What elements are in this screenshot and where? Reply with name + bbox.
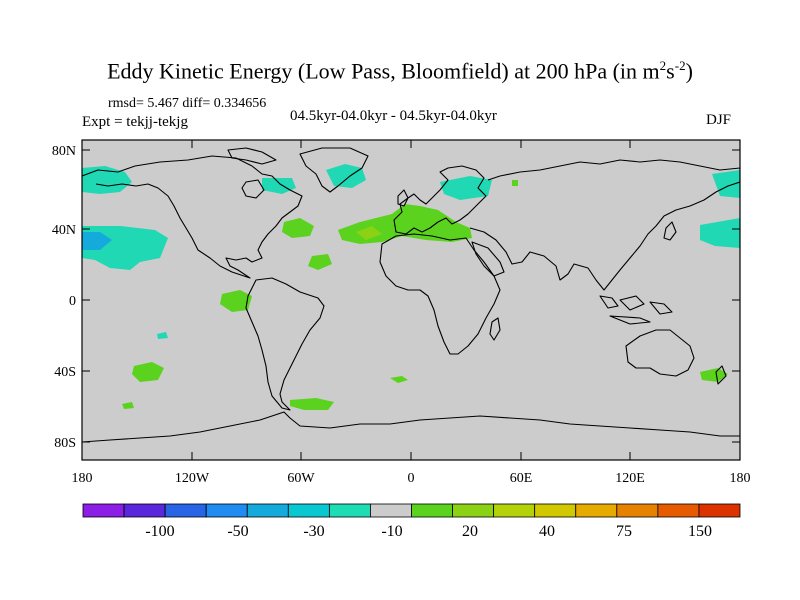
coastline-australia	[625, 329, 695, 377]
colorbar-swatch	[411, 503, 453, 518]
region-far-south-positive	[122, 402, 134, 409]
x-tick-labels: 180 120W 60W 0 60E 120E 180	[72, 471, 751, 486]
colorbar-swatch	[534, 503, 577, 518]
period-label: 04.5kyr-04.0kyr - 04.5kyr-04.0kyr	[290, 108, 497, 124]
coastline-greenland	[299, 147, 369, 193]
x-tick-label: 120E	[615, 471, 645, 486]
region-north-atlantic-negative	[326, 164, 366, 188]
x-tick-label: 180	[730, 471, 751, 486]
coastline-north-america	[82, 155, 303, 279]
colorbar-swatch	[164, 503, 207, 518]
map-background	[82, 140, 740, 460]
experiment-label: Expt = tekjj-tekjg	[82, 114, 188, 130]
region-equatorial-pacific-positive	[220, 290, 252, 312]
colorbar-swatch	[616, 503, 659, 518]
coastline-japan	[663, 221, 677, 241]
colorbar	[82, 503, 741, 518]
y-tick-label: 40S	[54, 365, 76, 380]
colorbar-label: 150	[688, 523, 712, 540]
coastline-arctic-islands	[227, 147, 277, 165]
colorbar-swatch	[328, 503, 371, 518]
y-axis-ticks	[82, 139, 740, 443]
region-canada-negative	[262, 178, 296, 194]
region-south-pacific-negative	[157, 332, 168, 339]
colorbar-swatch	[123, 503, 166, 518]
chart-title: Eddy Kinetic Energy (Low Pass, Bloomfiel…	[107, 58, 693, 84]
colorbar-label: -30	[303, 523, 324, 540]
colorbar-swatch	[493, 503, 536, 518]
colorbar-swatch	[575, 503, 618, 518]
coastline-africa	[379, 233, 501, 355]
x-axis-ticks	[81, 140, 741, 460]
colorbar-swatch	[657, 503, 700, 518]
region-alaska-negative	[82, 166, 132, 194]
coastline-antarctica	[82, 411, 740, 443]
region-antarctic-peninsula-positive	[512, 180, 518, 186]
colorbar-label: -10	[381, 523, 402, 540]
stats-label: rmsd= 5.467 diff= 0.334656	[108, 96, 267, 111]
coastline-arabia	[471, 241, 505, 277]
coastline-asia	[469, 159, 740, 291]
region-scandinavia-negative	[440, 176, 492, 200]
coastlines	[82, 147, 740, 443]
coastline-maritime-continent	[599, 295, 673, 325]
colorbar-label: 75	[616, 523, 632, 540]
y-tick-label: 80S	[54, 436, 76, 451]
colorbar-swatch	[287, 503, 330, 518]
colorbar-label: -100	[145, 523, 174, 540]
x-tick-label: 0	[408, 471, 415, 486]
colorbar-label: 20	[462, 523, 478, 540]
season-label: DJF	[706, 112, 732, 128]
x-tick-label: 60E	[510, 471, 533, 486]
x-tick-label: 180	[72, 471, 93, 486]
coastline-britain	[397, 189, 409, 207]
x-tick-label: 120W	[175, 471, 210, 486]
coastline-hudson-bay	[241, 179, 265, 199]
region-southern-ocean-positive	[390, 376, 408, 383]
colorbar-swatch	[246, 503, 289, 518]
coastline-new-zealand	[715, 365, 727, 385]
region-north-atlantic-west-positive	[282, 218, 314, 238]
region-north-pacific-east-negative-core	[82, 232, 112, 250]
colorbar-swatch	[698, 503, 741, 518]
colorbar-label: -50	[227, 523, 248, 540]
anomaly-regions	[82, 164, 740, 410]
y-tick-label: 0	[69, 294, 76, 309]
region-nw-pacific-negative	[700, 218, 740, 248]
colorbar-labels: -100 -50 -30 -10 20 40 75 150	[145, 523, 712, 540]
colorbar-swatch	[452, 503, 495, 518]
x-tick-label: 60W	[287, 471, 315, 486]
colorbar-label: 40	[539, 523, 555, 540]
coastline-madagascar	[489, 317, 501, 341]
region-atlantic-subtropics-positive	[308, 254, 332, 270]
region-mediterranean-core	[356, 226, 382, 240]
coastline-south-america	[245, 277, 325, 411]
region-south-pacific-positive	[132, 362, 164, 382]
y-tick-label: 80N	[52, 144, 76, 159]
y-tick-label: 40N	[52, 223, 76, 238]
colorbar-swatch	[370, 503, 412, 518]
region-south-atlantic-positive	[290, 398, 334, 410]
colorbar-swatch	[205, 503, 248, 518]
region-tasman-positive	[700, 368, 728, 382]
coastline-europe	[393, 165, 487, 235]
colorbar-swatch	[82, 503, 125, 518]
y-tick-labels: 80N 40N 0 40S 80S	[52, 144, 76, 451]
